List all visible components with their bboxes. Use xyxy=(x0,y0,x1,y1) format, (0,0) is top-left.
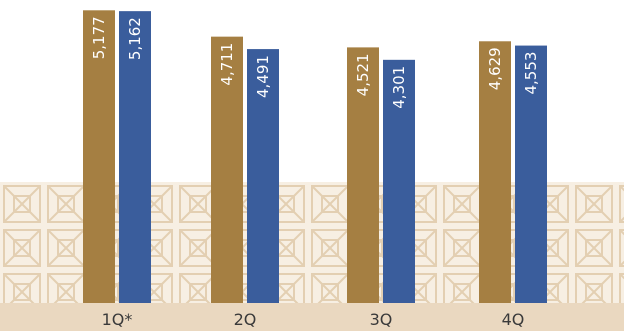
category-labels-group: 1Q* 2Q 3Q 4Q xyxy=(102,310,525,329)
category-label-1Q*: 1Q* xyxy=(102,310,133,329)
bar-series1-4Q xyxy=(479,41,511,304)
value-label-series2-3Q: 4,301 xyxy=(390,66,408,109)
bar-series2-3Q xyxy=(383,59,415,303)
bar-series2-4Q xyxy=(515,45,547,303)
value-labels-group: 5,177 4,711 4,521 4,629 5,162 4,491 4,301 4,553 xyxy=(90,16,540,108)
bars-group xyxy=(83,10,547,304)
category-label-2Q: 2Q xyxy=(234,310,257,329)
value-label-series2-1Q*: 5,162 xyxy=(126,17,144,60)
bar-series1-3Q xyxy=(347,47,379,303)
value-label-series1-1Q*: 5,177 xyxy=(90,16,108,59)
value-label-series1-3Q: 4,521 xyxy=(354,53,372,96)
category-label-3Q: 3Q xyxy=(370,310,393,329)
bar-series2-1Q* xyxy=(119,11,151,303)
category-label-4Q: 4Q xyxy=(502,310,525,329)
bar-series2-2Q xyxy=(247,49,279,303)
value-label-series1-2Q: 4,711 xyxy=(218,43,236,86)
bar-series1-2Q xyxy=(211,36,243,303)
bar-series1-1Q* xyxy=(83,10,115,303)
category-axis-band xyxy=(0,303,624,331)
value-label-series2-2Q: 4,491 xyxy=(254,55,272,98)
value-label-series1-4Q: 4,629 xyxy=(486,47,504,90)
value-label-series2-4Q: 4,553 xyxy=(522,52,540,95)
